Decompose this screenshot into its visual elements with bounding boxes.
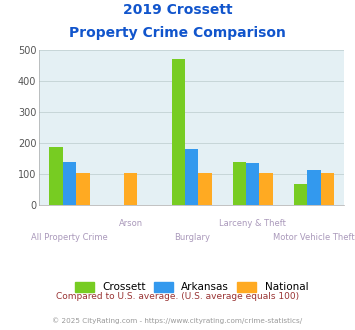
Bar — [198, 173, 212, 205]
Bar — [124, 173, 137, 205]
Text: Arson: Arson — [119, 219, 143, 228]
Bar — [307, 170, 321, 205]
Legend: Crossett, Arkansas, National: Crossett, Arkansas, National — [75, 282, 308, 292]
Bar — [76, 173, 90, 205]
Bar — [185, 149, 198, 205]
Text: Motor Vehicle Theft: Motor Vehicle Theft — [273, 233, 355, 242]
Bar — [260, 173, 273, 205]
Text: Larceny & Theft: Larceny & Theft — [219, 219, 286, 228]
Text: Burglary: Burglary — [174, 233, 210, 242]
Text: Property Crime Comparison: Property Crime Comparison — [69, 26, 286, 40]
Text: © 2025 CityRating.com - https://www.cityrating.com/crime-statistics/: © 2025 CityRating.com - https://www.city… — [53, 317, 302, 324]
Bar — [321, 173, 334, 205]
Bar — [171, 59, 185, 205]
Bar — [49, 147, 63, 205]
Bar — [63, 162, 76, 205]
Bar — [233, 162, 246, 205]
Text: Compared to U.S. average. (U.S. average equals 100): Compared to U.S. average. (U.S. average … — [56, 292, 299, 301]
Bar — [294, 184, 307, 205]
Text: All Property Crime: All Property Crime — [31, 233, 108, 242]
Bar — [246, 163, 260, 205]
Text: 2019 Crossett: 2019 Crossett — [123, 3, 232, 17]
